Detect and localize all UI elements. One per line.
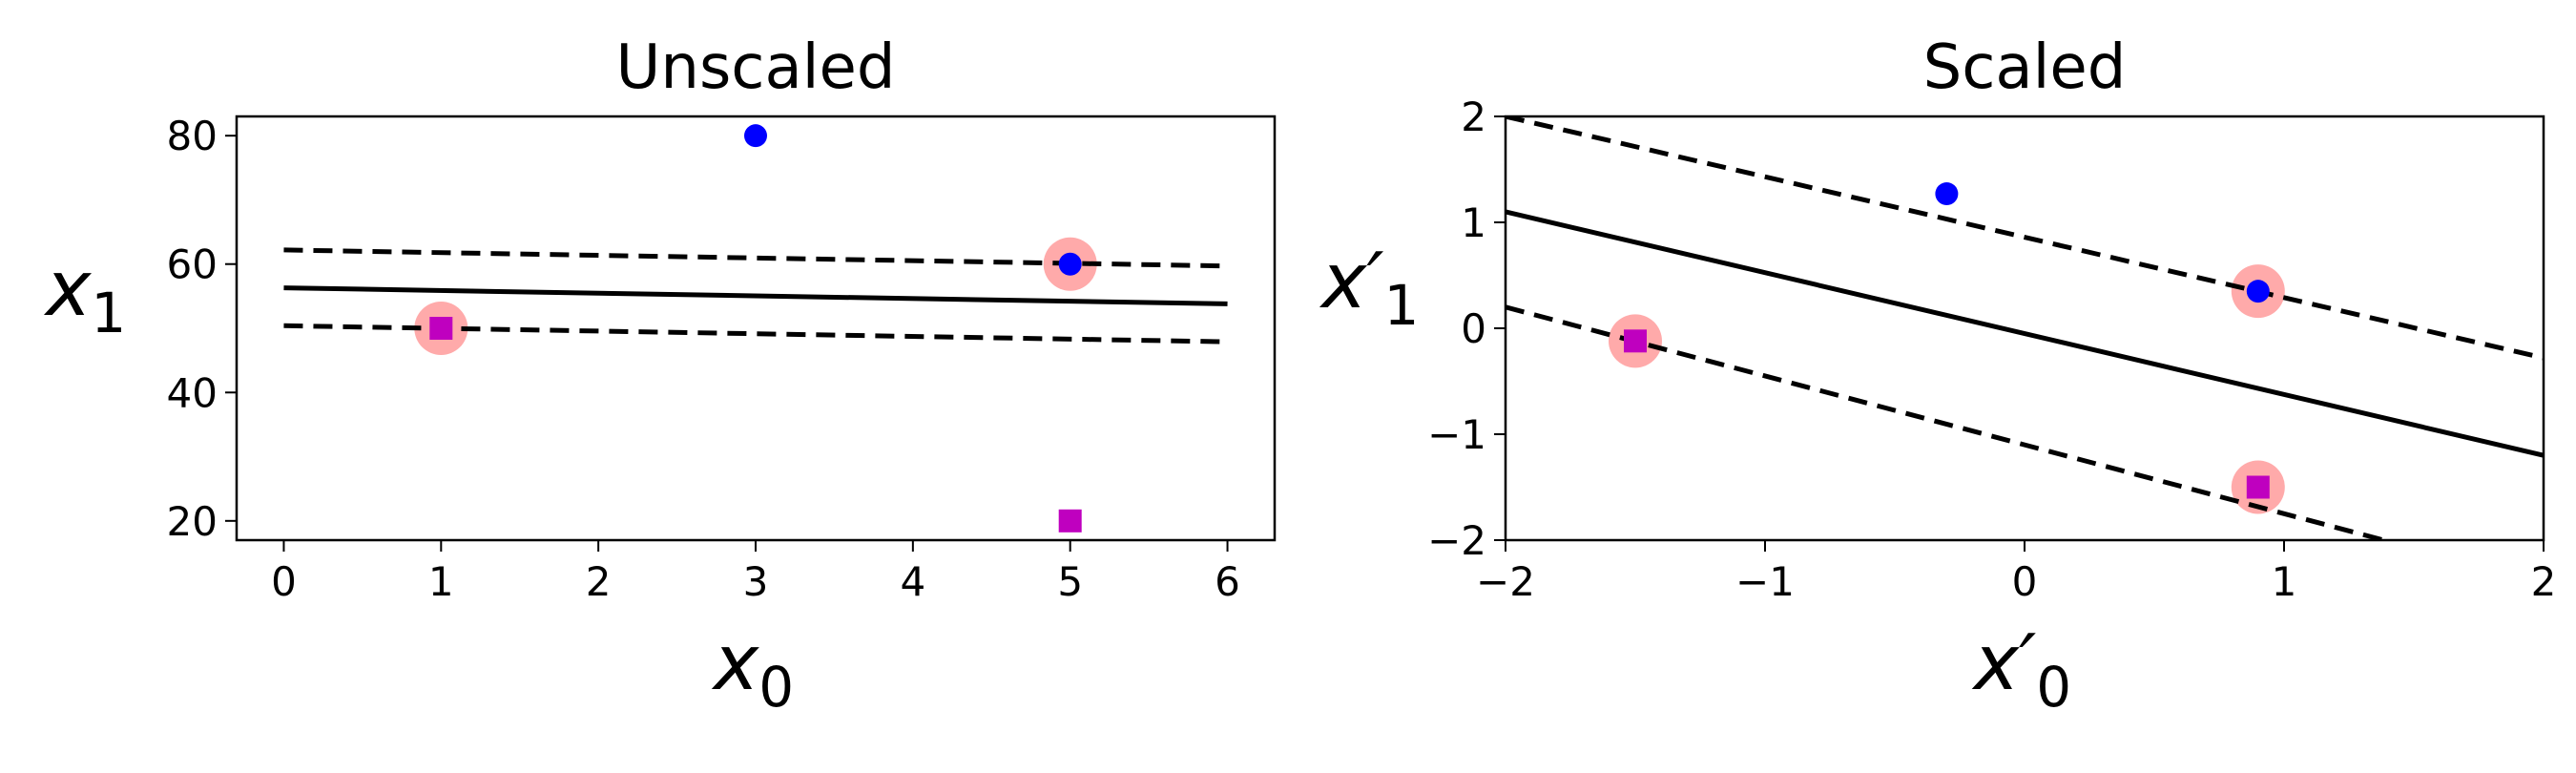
chart-panel-unscaled: Unscaled 0 1 2 3 4 5 6 20 40 60 80 x0 x1 [43, 32, 1277, 720]
axis-ticks: 0 1 2 3 4 5 6 20 40 60 80 [167, 113, 1240, 605]
axes-frame [235, 115, 1277, 542]
x-tick-label: 1 [428, 558, 454, 605]
x-axis-label: x0 [711, 618, 794, 720]
x-tick-label: 4 [900, 558, 925, 605]
margin-line [1506, 116, 2544, 361]
plot-area [1506, 116, 2544, 540]
y-tick-label: −2 [1427, 517, 1486, 564]
data-point-circle [2246, 280, 2270, 303]
axis-ticks: −2 −1 0 1 2 −2 −1 0 1 2 [1427, 94, 2556, 605]
data-point-circle [744, 124, 767, 148]
plot-area [283, 124, 1228, 533]
y-tick-label: 0 [1461, 305, 1486, 352]
data-point-square [429, 317, 453, 340]
data-point-square [1624, 329, 1647, 353]
decision-boundary-line [283, 285, 1228, 306]
y-tick-label: 40 [167, 369, 218, 416]
data-point-circle [1935, 182, 1959, 206]
x-tick-label: 2 [2531, 558, 2557, 605]
x-tick-label: 3 [743, 558, 769, 605]
y-tick-label: 2 [1461, 94, 1486, 140]
y-tick-label: 20 [167, 498, 218, 545]
axes-frame [1504, 115, 2545, 542]
y-tick-label: −1 [1427, 411, 1486, 458]
chart-title: Scaled [1923, 32, 2127, 103]
margin-line [1506, 304, 2394, 540]
data-point-circle [1058, 252, 1082, 276]
data-point-square [2246, 475, 2270, 499]
x-tick-label: 0 [2012, 558, 2038, 605]
y-tick-label: 1 [1461, 199, 1486, 246]
y-axis-label: x′1 [1319, 237, 1419, 338]
y-tick-label: 80 [167, 113, 218, 159]
x-tick-label: −2 [1476, 558, 1535, 605]
x-tick-label: 0 [271, 558, 297, 605]
x-axis-label: x′0 [1971, 618, 2071, 720]
x-tick-label: −1 [1735, 558, 1795, 605]
x-tick-label: 1 [2272, 558, 2297, 605]
x-tick-label: 2 [586, 558, 612, 605]
y-tick-label: 60 [167, 241, 218, 288]
chart-panel-scaled: Scaled −2 −1 0 1 2 −2 −1 0 1 2 x′0 x′1 [1319, 32, 2556, 720]
chart-title: Unscaled [616, 32, 896, 103]
data-point-square [1058, 509, 1082, 533]
x-tick-label: 5 [1057, 558, 1083, 605]
x-tick-label: 6 [1215, 558, 1240, 605]
decision-boundary-line [1506, 209, 2544, 458]
y-axis-label: x1 [43, 244, 126, 345]
